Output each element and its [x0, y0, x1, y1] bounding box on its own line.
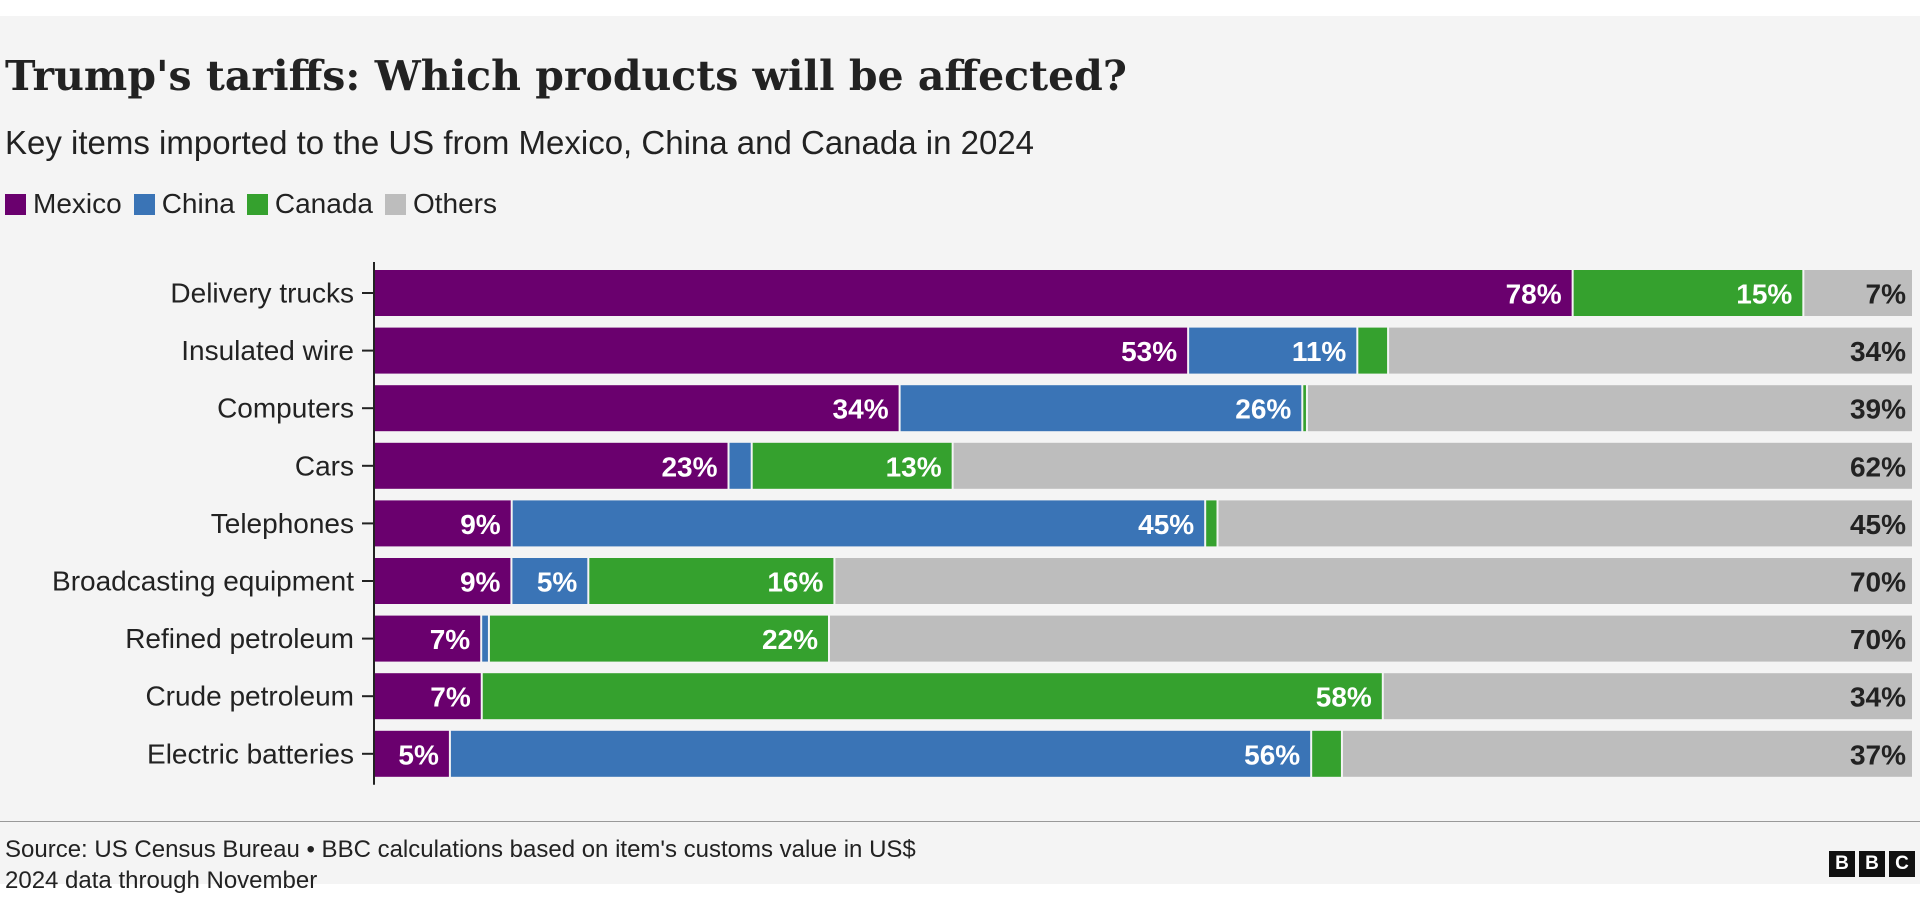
data-label-canada-delivery-trucks: 15% — [1736, 279, 1792, 310]
legend-label-mexico: Mexico — [33, 188, 122, 219]
bar-segment-others-cars — [953, 442, 1912, 489]
legend-item-canada: Canada — [246, 188, 373, 220]
bar-segment-china-computers — [900, 385, 1302, 432]
data-label-mexico-insulated-wire: 53% — [1121, 336, 1177, 367]
bar-segment-china-cars — [729, 442, 751, 489]
bar-segment-others-broadcasting-equipment — [835, 558, 1912, 604]
legend-item-china: China — [133, 188, 235, 220]
data-label-china-electric-batteries: 56% — [1244, 739, 1300, 770]
bbc-logo-letter: B — [1829, 851, 1855, 877]
data-label-others-delivery-trucks: 7% — [1866, 279, 1907, 310]
legend-item-mexico: Mexico — [5, 188, 122, 220]
data-label-china-computers: 26% — [1235, 394, 1291, 425]
data-label-others-refined-petroleum: 70% — [1850, 624, 1906, 655]
bar-segment-canada-broadcasting-equipment — [589, 558, 834, 604]
data-label-canada-refined-petroleum: 22% — [762, 624, 818, 655]
data-label-canada-cars: 13% — [886, 451, 942, 482]
bar-segment-mexico-insulated-wire — [374, 327, 1188, 374]
data-label-mexico-delivery-trucks: 78% — [1506, 279, 1562, 310]
data-label-china-broadcasting-equipment: 5% — [537, 567, 578, 598]
data-label-others-broadcasting-equipment: 70% — [1850, 567, 1906, 598]
legend-label-china: China — [161, 188, 235, 219]
bar-segment-china-broadcasting-equipment — [512, 558, 588, 604]
category-label-computers: Computers — [217, 393, 354, 424]
stacked-bar-chart: Delivery trucks 78% 15% 7% Insulated wire 53%… — [52, 262, 1912, 785]
bar-segment-others-crude-petroleum — [1383, 673, 1912, 720]
category-label-telephones: Telephones — [211, 508, 354, 539]
bar-segment-canada-insulated-wire — [1358, 327, 1388, 374]
chart-title: Trump's tariffs: Which products will be … — [5, 52, 1127, 100]
data-label-canada-crude-petroleum: 58% — [1316, 682, 1372, 713]
data-label-mexico-electric-batteries: 5% — [398, 739, 439, 770]
data-label-china-insulated-wire: 11% — [1292, 336, 1347, 367]
bar-segment-mexico-delivery-trucks — [374, 270, 1572, 316]
category-label-insulated-wire: Insulated wire — [181, 335, 354, 366]
bar-segment-others-computers — [1307, 385, 1912, 432]
legend-swatch-mexico — [5, 193, 26, 215]
category-label-refined-petroleum: Refined petroleum — [125, 623, 354, 654]
data-label-others-electric-batteries: 37% — [1850, 739, 1906, 770]
bar-segment-others-insulated-wire — [1389, 327, 1912, 374]
source-note: Source: US Census Bureau • BBC calculati… — [5, 834, 916, 896]
category-label-cars: Cars — [295, 450, 354, 481]
legend-swatch-china — [133, 193, 155, 215]
legend-label-canada: Canada — [274, 188, 373, 219]
legend-label-others: Others — [412, 188, 497, 219]
bar-segment-canada-computers — [1303, 385, 1306, 432]
data-note: 2024 data through November — [5, 867, 318, 894]
data-label-others-insulated-wire: 34% — [1850, 336, 1906, 367]
bar-segment-china-electric-batteries — [450, 730, 1311, 777]
bar-segment-canada-electric-batteries — [1312, 730, 1341, 777]
data-label-china-telephones: 45% — [1138, 509, 1194, 540]
category-label-crude-petroleum: Crude petroleum — [145, 681, 354, 712]
data-label-others-cars: 62% — [1850, 451, 1906, 482]
data-label-mexico-refined-petroleum: 7% — [430, 624, 471, 655]
bbc-logo: B B C — [1825, 851, 1915, 877]
data-label-others-crude-petroleum: 34% — [1850, 682, 1906, 713]
category-label-delivery-trucks: Delivery trucks — [170, 278, 354, 309]
bar-segment-others-telephones — [1218, 500, 1912, 547]
bar-segment-mexico-cars — [374, 442, 728, 489]
data-label-others-computers: 39% — [1850, 394, 1906, 425]
bar-segment-canada-crude-petroleum — [482, 673, 1382, 720]
bar-segment-mexico-telephones — [374, 500, 511, 547]
bar-segment-canada-telephones — [1206, 500, 1217, 547]
bar-segment-mexico-electric-batteries — [374, 730, 449, 777]
legend-swatch-canada — [246, 193, 268, 215]
chart-subtitle: Key items imported to the US from Mexico… — [5, 124, 1035, 161]
bar-segment-mexico-computers — [374, 385, 899, 432]
legend: Mexico China Canada Others — [5, 188, 509, 220]
bar-segment-china-refined-petroleum — [482, 615, 488, 662]
category-label-electric-batteries: Electric batteries — [147, 738, 354, 769]
chart-card: Trump's tariffs: Which products will be … — [0, 16, 1920, 894]
source-text: Source: US Census Bureau • BBC calculati… — [5, 836, 916, 863]
data-label-mexico-computers: 34% — [833, 394, 889, 425]
bar-segment-canada-refined-petroleum — [489, 615, 828, 662]
bbc-logo-letter: B — [1859, 851, 1885, 877]
footer-divider — [0, 821, 1920, 822]
bar-segment-mexico-crude-petroleum — [374, 673, 481, 720]
bbc-logo-letter: C — [1889, 851, 1915, 877]
bar-segment-china-insulated-wire — [1189, 327, 1357, 374]
bar-segment-others-delivery-trucks — [1804, 270, 1912, 316]
data-label-mexico-broadcasting-equipment: 9% — [460, 567, 501, 598]
bar-segment-others-refined-petroleum — [829, 615, 1912, 662]
bar-segment-canada-delivery-trucks — [1573, 270, 1803, 316]
data-label-canada-broadcasting-equipment: 16% — [767, 567, 823, 598]
data-label-mexico-cars: 23% — [661, 451, 717, 482]
bar-segment-china-telephones — [512, 500, 1205, 547]
bar-segment-mexico-broadcasting-equipment — [374, 558, 511, 604]
data-label-mexico-crude-petroleum: 7% — [430, 682, 471, 713]
data-label-others-telephones: 45% — [1850, 509, 1906, 540]
legend-item-others: Others — [384, 188, 497, 220]
category-label-broadcasting-equipment: Broadcasting equipment — [52, 566, 354, 597]
bar-segment-mexico-refined-petroleum — [374, 615, 481, 662]
legend-swatch-others — [384, 193, 406, 215]
bar-segment-canada-cars — [752, 442, 952, 489]
data-label-mexico-telephones: 9% — [460, 509, 501, 540]
bar-segment-others-electric-batteries — [1342, 730, 1912, 777]
